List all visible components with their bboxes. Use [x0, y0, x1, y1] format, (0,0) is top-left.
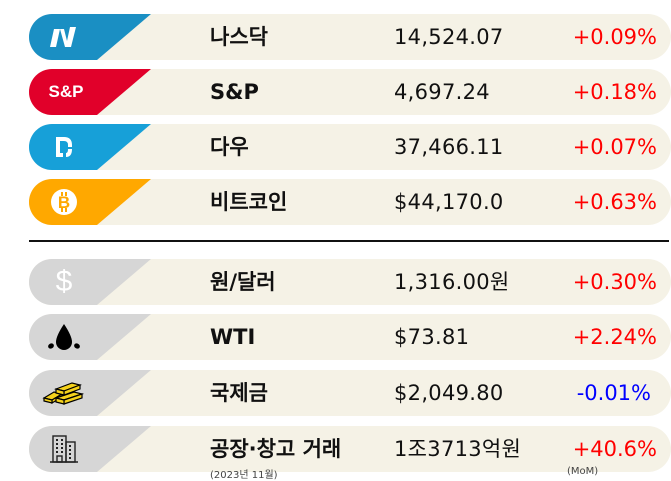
dollar-badge: $: [29, 259, 151, 305]
index-value: $44,170.0: [394, 190, 504, 214]
item-name: WTI: [210, 325, 256, 349]
index-value: 37,466.11: [394, 135, 504, 159]
market-row-gold[interactable]: 국제금 $2,049.80 -0.01%: [29, 370, 671, 416]
period-note: (2023년 11월): [210, 470, 278, 481]
market-row-krw-usd[interactable]: $ 원/달러 1,316.00원 +0.30%: [29, 259, 671, 305]
market-row-factory-warehouse[interactable]: 공장·창고 거래 1조3713억원 +40.6%: [29, 426, 671, 472]
index-value: 4,697.24: [394, 80, 490, 104]
item-change: +40.6%: [572, 437, 657, 461]
sp-badge: S&P: [29, 69, 151, 115]
index-value: 14,524.07: [394, 25, 504, 49]
building-icon: [29, 426, 99, 472]
index-change: +0.63%: [572, 190, 657, 214]
market-row-sp500[interactable]: S&P S&P 4,697.24 +0.18%: [29, 69, 671, 115]
item-name: 국제금: [210, 381, 268, 405]
index-name: 나스닥: [210, 25, 268, 49]
oil-badge: [29, 314, 151, 360]
svg-text:B: B: [58, 193, 70, 212]
index-change: +0.07%: [572, 135, 657, 159]
item-value: $2,049.80: [394, 381, 504, 405]
index-name: 비트코인: [210, 190, 288, 214]
nasdaq-badge: [29, 14, 151, 60]
mom-note: (MoM): [567, 466, 599, 477]
dow-badge: [29, 124, 151, 170]
item-change: +2.24%: [572, 325, 657, 349]
item-name: 공장·창고 거래: [210, 437, 342, 461]
bitcoin-icon: B: [29, 179, 99, 225]
building-badge: [29, 426, 151, 472]
index-change: +0.09%: [572, 25, 657, 49]
sp-logo-icon: S&P: [48, 82, 84, 101]
gold-badge: [29, 370, 151, 416]
market-row-wti[interactable]: WTI $73.81 +2.24%: [29, 314, 671, 360]
item-change: +0.30%: [572, 270, 657, 294]
oil-drop-icon: [29, 314, 99, 360]
gold-bars-icon: [29, 370, 99, 416]
item-name: 원/달러: [210, 270, 276, 294]
index-name: 다우: [210, 135, 249, 159]
item-value: 1조3713억원: [394, 437, 522, 461]
item-value: $73.81: [394, 325, 470, 349]
bitcoin-badge: B: [29, 179, 151, 225]
nasdaq-logo-icon: [29, 14, 99, 60]
dollar-icon: $: [55, 265, 73, 298]
index-change: +0.18%: [572, 80, 657, 104]
dow-logo-icon: [29, 124, 99, 170]
market-row-dow[interactable]: 다우 37,466.11 +0.07%: [29, 124, 671, 170]
index-name: S&P: [210, 80, 259, 104]
section-divider: [29, 240, 669, 242]
item-change: -0.01%: [576, 381, 651, 405]
market-row-bitcoin[interactable]: B 비트코인 $44,170.0 +0.63%: [29, 179, 671, 225]
market-row-nasdaq[interactable]: 나스닥 14,524.07 +0.09%: [29, 14, 671, 60]
item-value: 1,316.00원: [394, 270, 510, 294]
